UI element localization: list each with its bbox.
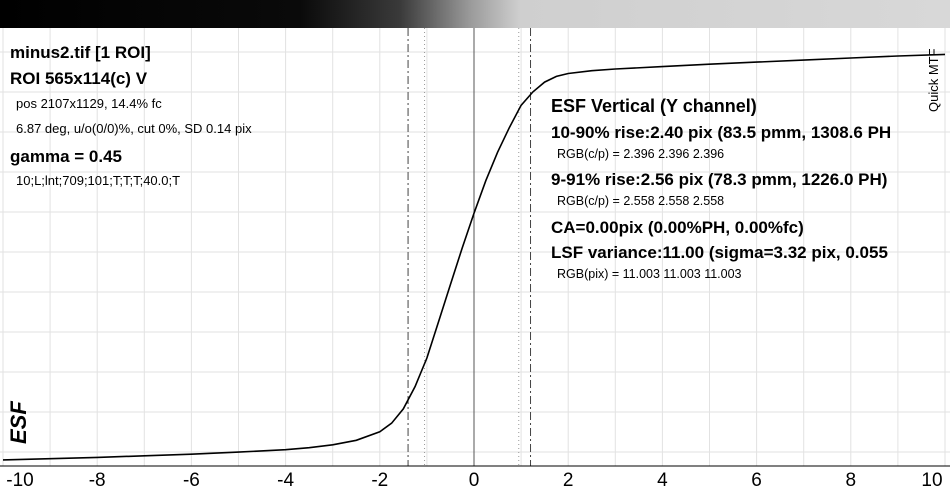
x-tick-label: 6 (751, 470, 762, 491)
roi-info: ROI 565x114(c) V (10, 69, 148, 88)
esf-plot (0, 28, 950, 467)
settings-string: 10;L;lnt;709;101;T;T;T;40.0;T (16, 173, 181, 188)
rise-9-91-rgb: RGB(c/p) = 2.558 2.558 2.558 (557, 194, 725, 208)
results-title: ESF Vertical (Y channel) (551, 96, 757, 116)
grid (0, 28, 950, 466)
x-tick-label: 4 (657, 470, 668, 491)
vertical-markers (407, 28, 532, 466)
gamma-value: gamma = 0.45 (10, 147, 122, 166)
lsf-rgb: RGB(pix) = 11.003 11.003 11.003 (557, 267, 742, 281)
esf-curve (2, 53, 946, 461)
x-tick-label: 2 (562, 470, 574, 491)
x-tick-label: -4 (277, 470, 295, 491)
x-tick-label: -8 (88, 470, 106, 491)
rise-9-91: 9-91% rise:2.56 pix (78.3 pmm, 1226.0 PH… (551, 170, 888, 189)
y-axis-label: ESF (6, 401, 31, 444)
ca-value: CA=0.00pix (0.00%PH, 0.00%fc) (551, 218, 804, 237)
roi-position: pos 2107x1129, 14.4% fc (16, 96, 162, 111)
quick-mtf-label: Quick MTF (926, 48, 941, 112)
edge-strip (0, 0, 950, 28)
roi-angle: 6.87 deg, u/o(0/0)%, cut 0%, SD 0.14 pix (16, 121, 252, 136)
lsf-variance: LSF variance:11.00 (sigma=3.32 pix, 0.05… (551, 243, 888, 262)
rise-10-90-rgb: RGB(c/p) = 2.396 2.396 2.396 (557, 147, 725, 161)
x-tick-label: 0 (468, 470, 480, 491)
rise-10-90: 10-90% rise:2.40 pix (83.5 pmm, 1308.6 P… (551, 123, 892, 142)
x-tick-label: 10 (921, 470, 943, 491)
x-tick-label: 8 (845, 470, 857, 491)
file-name: minus2.tif [1 ROI] (10, 43, 151, 62)
x-tick-label: -2 (371, 470, 389, 491)
x-tick-label: -10 (6, 470, 34, 491)
x-tick-label: -6 (182, 470, 200, 491)
